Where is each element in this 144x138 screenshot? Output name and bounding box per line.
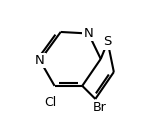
Text: N: N <box>84 27 93 40</box>
Text: Br: Br <box>93 101 107 114</box>
Text: Cl: Cl <box>45 96 57 109</box>
Text: S: S <box>104 35 112 48</box>
Text: N: N <box>35 54 45 67</box>
